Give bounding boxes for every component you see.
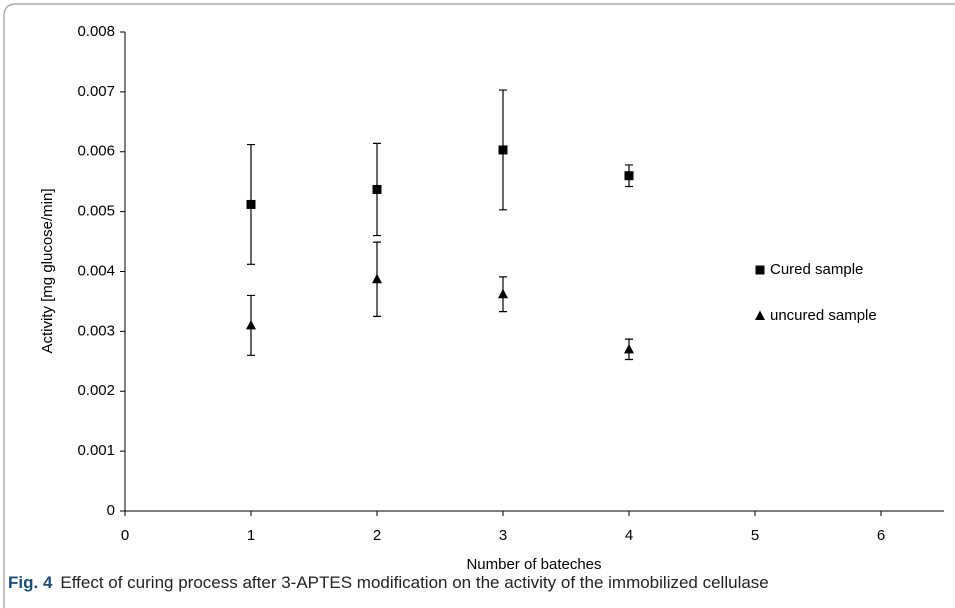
y-tick-label: 0.004 bbox=[77, 262, 115, 279]
x-tick-label: 4 bbox=[625, 527, 633, 544]
data-point bbox=[372, 184, 382, 194]
data-point bbox=[246, 319, 256, 330]
caption-text: Effect of curing process after 3-APTES m… bbox=[60, 573, 769, 592]
legend-marker bbox=[755, 265, 765, 275]
y-tick-label: 0.003 bbox=[77, 322, 115, 339]
legend-label: Cured sample bbox=[770, 261, 863, 278]
y-tick-label: 0.008 bbox=[77, 23, 115, 40]
x-tick-label: 5 bbox=[751, 527, 759, 544]
y-tick-label: 0.006 bbox=[77, 143, 115, 160]
y-tick-label: 0.002 bbox=[77, 382, 115, 399]
data-point bbox=[624, 171, 634, 181]
y-tick-label: 0.005 bbox=[77, 203, 115, 220]
y-tick-label: 0 bbox=[107, 502, 115, 519]
legend-label: uncured sample bbox=[770, 307, 877, 324]
data-point bbox=[624, 343, 634, 354]
x-tick-label: 3 bbox=[499, 527, 507, 544]
frame bbox=[3, 3, 955, 608]
data-point bbox=[372, 273, 382, 284]
x-axis-title: Number of bateches bbox=[466, 556, 601, 573]
y-axis-title: Activity [mg glucose/min] bbox=[39, 188, 56, 353]
y-tick-label: 0.007 bbox=[77, 83, 115, 100]
caption: Fig. 4 Effect of curing process after 3-A… bbox=[8, 573, 769, 593]
x-tick-label: 0 bbox=[121, 527, 129, 544]
data-point bbox=[498, 288, 508, 299]
data-point bbox=[498, 145, 508, 155]
legend-marker bbox=[755, 310, 765, 320]
caption-label: Fig. 4 bbox=[8, 573, 53, 592]
y-tick-label: 0.001 bbox=[77, 442, 115, 459]
x-tick-label: 2 bbox=[373, 527, 381, 544]
x-tick-label: 6 bbox=[877, 527, 885, 544]
data-point bbox=[246, 199, 256, 209]
x-tick-label: 1 bbox=[247, 527, 255, 544]
